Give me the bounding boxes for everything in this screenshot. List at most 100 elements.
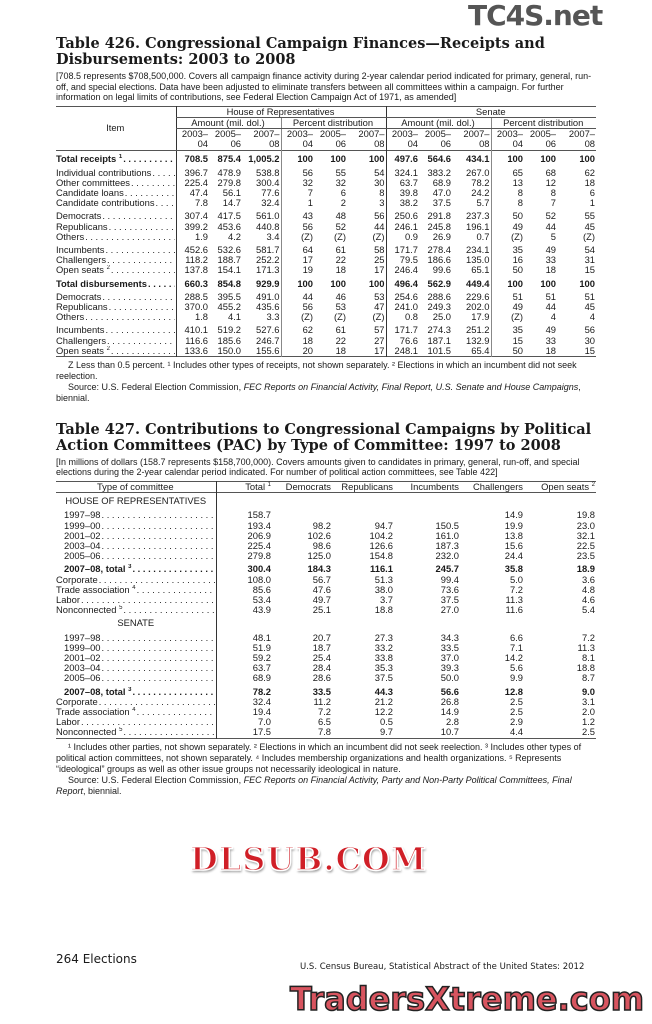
data-cell: 47.6 <box>272 583 332 595</box>
data-cell: 100 <box>540 277 556 289</box>
data-cell: 12.2 <box>332 706 394 717</box>
data-cell: 37.5 <box>332 673 394 683</box>
data-cell: 396.7 <box>175 164 209 178</box>
row-label-text: 2003–04 <box>64 540 101 551</box>
table-row: 1997–98 48.1 20.7 27.3 34.3 6.6 7.2 <box>56 631 596 643</box>
data-cell: 18.7 <box>272 642 332 653</box>
row-label-wrap: 1997–98 <box>64 510 102 520</box>
row-label-text: 2007–08, total <box>64 686 126 697</box>
data-cell: 18.9 <box>524 561 596 574</box>
data-cell: 43 <box>280 208 314 222</box>
data-value: 43.9 <box>252 604 271 616</box>
data-cell: 250.6 <box>385 208 419 222</box>
table-row: Labor 53.4 49.7 3.7 37.5 11.3 4.6 <box>56 594 596 606</box>
data-cell: 44 <box>280 288 314 302</box>
data-cell: 20 <box>280 345 314 357</box>
table-row: Candidate contributions7.814.732.412338.… <box>56 197 596 209</box>
data-cell: 65.1 <box>471 264 490 276</box>
data-cell: 496.4 <box>385 275 419 289</box>
row-label: Total receipts 1 <box>56 151 176 165</box>
column-header-text: Total <box>245 480 266 492</box>
data-cell: 26.8 <box>394 696 460 707</box>
data-cell: 23.0 <box>524 520 596 531</box>
row-label: Challengers <box>56 336 176 346</box>
row-label: Nonconnected 5 <box>56 605 216 615</box>
data-value: 32.1 <box>576 529 595 541</box>
row-label-leader: 1999–00 <box>56 521 215 531</box>
data-cell: 23.5 <box>524 551 596 561</box>
data-cell: 13 <box>490 177 524 188</box>
row-label-leader: 2003–04 <box>56 663 215 673</box>
table-row: 2001–02 59.2 25.4 33.8 37.0 14.2 8.1 <box>56 652 596 664</box>
source-prefix: Source: U.S. Federal Election Commission… <box>68 774 244 785</box>
data-value: 6.6 <box>509 631 523 643</box>
data-value: 33.2 <box>374 641 393 653</box>
year-header: 2007– 08 <box>358 127 385 150</box>
table-row: Corporate 32.4 11.2 21.2 26.8 2.5 3.1 <box>56 695 596 708</box>
data-cell: 7.0 <box>215 716 272 728</box>
data-cell: 50 <box>490 265 524 276</box>
data-cell: 279.8 <box>217 176 241 188</box>
data-cell: 150.5 <box>394 520 460 531</box>
row-label: 2005–06 <box>56 673 216 683</box>
data-cell: 11.6 <box>460 605 524 615</box>
data-cell: 21.2 <box>332 696 394 707</box>
data-value: 78.2 <box>252 685 271 697</box>
row-label-wrap: Corporate <box>56 697 99 707</box>
data-value: 25.4 <box>312 652 331 664</box>
data-cell: 300.4 <box>256 176 280 188</box>
data-cell: 98.6 <box>272 540 332 551</box>
data-value: 18.9 <box>576 563 595 575</box>
row-label-wrap: 2007–08, total 3 <box>64 564 132 574</box>
data-value: 2.5 <box>509 695 523 707</box>
data-cell: 49.7 <box>272 594 332 605</box>
amount-header: Amount (mil. dol.) <box>175 117 281 129</box>
source-note: Source: U.S. Federal Election Commission… <box>56 775 596 797</box>
data-value: 7.0 <box>257 716 271 728</box>
data-cell: 278.4 <box>427 243 451 255</box>
data-cell: 187.1 <box>427 334 451 346</box>
row-label-wrap: 1999–00 <box>64 521 102 531</box>
data-value: 63.7 <box>252 662 271 674</box>
empty-cell <box>215 492 596 511</box>
data-cell: 370.0 <box>175 301 209 313</box>
row-label-text: 2007–08, total <box>64 564 126 575</box>
row-label-text: Others <box>56 231 85 242</box>
data-cell: 193.4 <box>215 520 272 531</box>
data-value: 47.6 <box>312 583 331 595</box>
section-label: HOUSE OF REPRESENTATIVES <box>65 495 207 507</box>
data-cell: 55 <box>335 166 346 178</box>
percent-header: Percent distribution <box>280 117 386 129</box>
data-cell: 62 <box>584 166 595 178</box>
data-cell: 14.9 <box>460 510 524 520</box>
data-cell: 2.0 <box>524 706 596 717</box>
table-row: Nonconnected 5 43.9 25.1 18.8 27.0 11.6 5.4 <box>56 604 596 616</box>
data-value: 24.4 <box>504 550 523 562</box>
row-label-wrap: Labor <box>56 717 81 727</box>
data-cell: 11.2 <box>272 696 332 707</box>
data-cell: 17 <box>374 264 385 276</box>
data-cell: 32.4 <box>215 696 272 708</box>
source-prefix: Source: U.S. Federal Election Commission… <box>68 381 244 392</box>
row-label-text: Open seats <box>56 345 104 356</box>
data-cell: 53.4 <box>215 594 272 606</box>
row-label-wrap: Democrats <box>56 292 102 302</box>
data-cell: 31 <box>584 254 595 266</box>
data-cell: 64 <box>280 241 314 256</box>
data-cell: 22 <box>335 334 346 346</box>
row-label-text: Incumbents <box>56 244 105 255</box>
data-cell: 39.3 <box>394 663 460 673</box>
data-cell: 132.9 <box>466 334 490 346</box>
data-cell: 49 <box>490 301 524 313</box>
data-cell: 187.3 <box>394 540 460 551</box>
data-cell: 708.5 <box>175 150 209 165</box>
data-value: 13.8 <box>504 529 523 541</box>
data-cell: 17.5 <box>215 727 272 739</box>
data-value: 19.8 <box>576 509 595 521</box>
data-cell: 98.2 <box>272 520 332 531</box>
row-label-leader: Incumbents <box>56 325 175 335</box>
table-row: Trade association 4 19.4 7.2 12.2 14.9 2.5 2.0 <box>56 706 596 718</box>
row-label: 1997–98 <box>56 510 216 520</box>
data-cell: 5 <box>550 230 556 242</box>
table-row: 2005–06 68.9 28.6 37.5 50.0 9.9 8.7 <box>56 673 596 684</box>
